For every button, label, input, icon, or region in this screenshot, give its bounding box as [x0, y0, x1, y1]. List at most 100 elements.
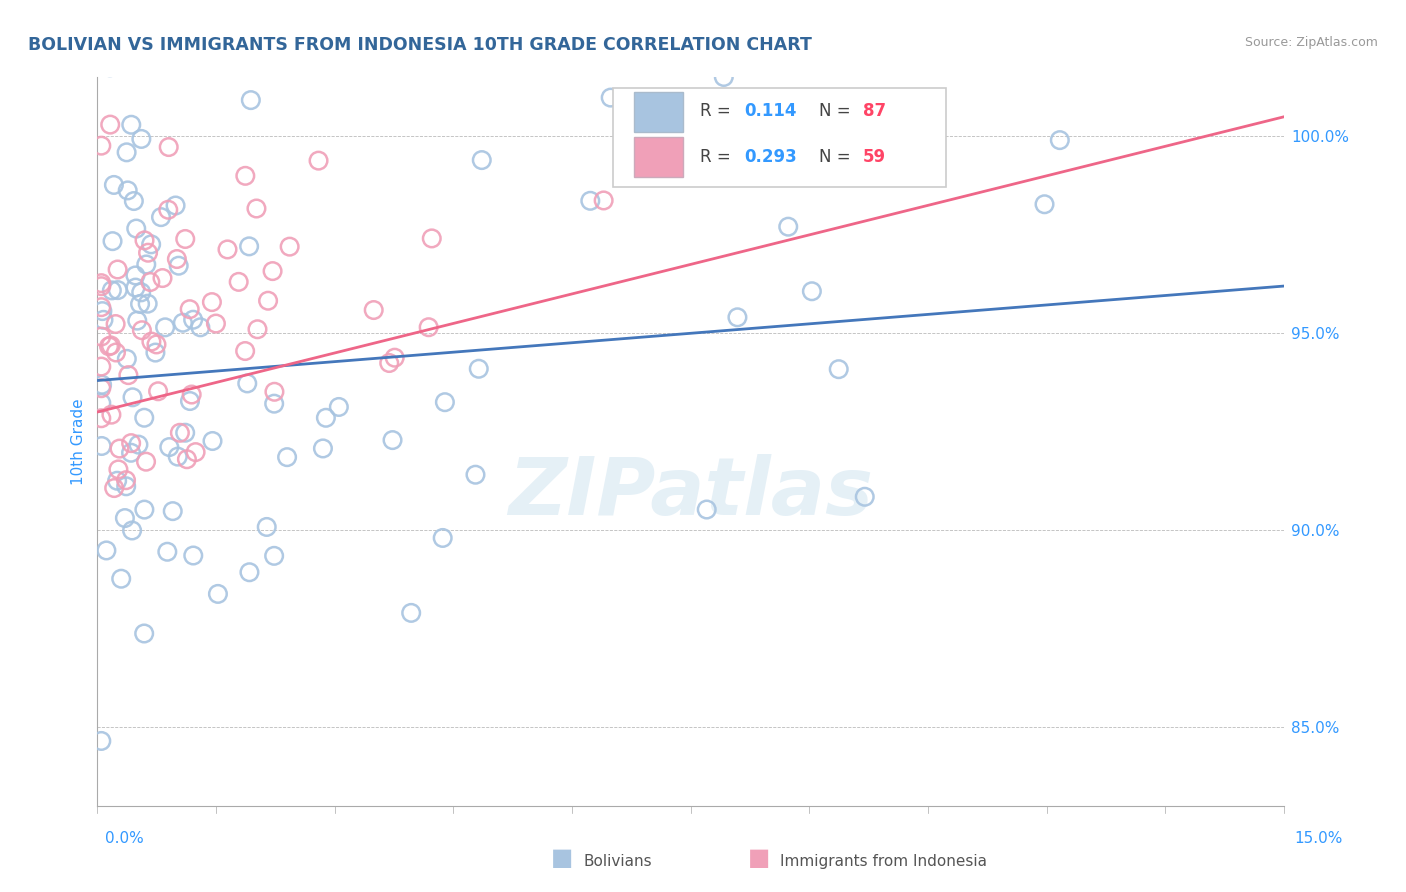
Point: [90, 359, 112, 374]
Point: [696, 502, 718, 516]
Point: [100, 408, 122, 422]
Point: [139, 275, 162, 289]
Point: [115, 473, 138, 487]
Point: [181, 549, 204, 563]
Text: Source: ZipAtlas.com: Source: ZipAtlas.com: [1244, 36, 1378, 49]
Point: [91, 304, 114, 318]
Point: [179, 302, 201, 317]
Point: [263, 384, 285, 399]
Point: [239, 93, 262, 107]
Bar: [634, 92, 683, 132]
Point: [135, 455, 157, 469]
Point: [101, 234, 124, 248]
Point: [378, 356, 401, 370]
Text: 87: 87: [863, 103, 886, 120]
Point: [179, 394, 201, 409]
Point: [190, 320, 212, 334]
Text: N =: N =: [818, 148, 856, 166]
Text: ■: ■: [551, 846, 574, 870]
Text: R =: R =: [700, 103, 737, 120]
Point: [384, 351, 406, 365]
Point: [433, 395, 456, 409]
Point: [233, 169, 256, 183]
Text: 59: 59: [863, 148, 886, 166]
Text: Immigrants from Indonesia: Immigrants from Indonesia: [780, 854, 987, 869]
Point: [96, 543, 118, 558]
Text: 0.114: 0.114: [744, 103, 797, 120]
Point: [153, 320, 176, 334]
Point: [146, 384, 169, 399]
Point: [125, 221, 148, 235]
Point: [853, 490, 876, 504]
Point: [127, 313, 149, 327]
Point: [131, 132, 153, 146]
Text: ■: ■: [748, 846, 770, 870]
Point: [136, 296, 159, 310]
Point: [120, 436, 142, 450]
Point: [103, 481, 125, 495]
Point: [121, 524, 143, 538]
Point: [262, 264, 284, 278]
Point: [129, 297, 152, 311]
Point: [1049, 133, 1071, 147]
Point: [101, 284, 124, 298]
Point: [90, 396, 112, 410]
Text: R =: R =: [700, 148, 737, 166]
Point: [238, 566, 260, 580]
Point: [800, 285, 823, 299]
Point: [308, 153, 330, 168]
Point: [464, 467, 486, 482]
Point: [201, 434, 224, 448]
Point: [107, 283, 129, 297]
Point: [207, 587, 229, 601]
Point: [217, 243, 239, 257]
Point: [93, 313, 115, 327]
Point: [136, 245, 159, 260]
Point: [778, 219, 800, 234]
Point: [90, 276, 112, 290]
Point: [713, 70, 735, 84]
Point: [315, 410, 337, 425]
Point: [145, 337, 167, 351]
Point: [107, 262, 129, 277]
Point: [184, 445, 207, 459]
Point: [117, 368, 139, 383]
Point: [432, 531, 454, 545]
Point: [141, 237, 163, 252]
Point: [579, 194, 602, 208]
Point: [174, 425, 197, 440]
Point: [108, 58, 131, 72]
Point: [121, 390, 143, 404]
Point: [420, 231, 443, 245]
Point: [690, 160, 713, 174]
Point: [131, 323, 153, 337]
Point: [169, 425, 191, 440]
Point: [110, 572, 132, 586]
Point: [172, 316, 194, 330]
Point: [328, 400, 350, 414]
Point: [1033, 197, 1056, 211]
Point: [90, 279, 112, 293]
FancyBboxPatch shape: [613, 88, 946, 186]
Point: [115, 145, 138, 160]
Point: [245, 202, 267, 216]
Point: [157, 140, 180, 154]
Point: [104, 345, 127, 359]
Point: [592, 194, 614, 208]
Point: [263, 397, 285, 411]
Point: [228, 275, 250, 289]
Point: [122, 194, 145, 208]
Y-axis label: 10th Grade: 10th Grade: [72, 398, 86, 485]
Point: [120, 446, 142, 460]
Point: [105, 474, 128, 488]
Point: [471, 153, 494, 167]
Point: [124, 268, 146, 283]
Point: [117, 183, 139, 197]
Point: [104, 317, 127, 331]
Point: [176, 452, 198, 467]
Point: [166, 450, 188, 464]
Point: [150, 210, 173, 224]
Point: [152, 271, 174, 285]
Point: [156, 545, 179, 559]
Point: [129, 285, 152, 300]
